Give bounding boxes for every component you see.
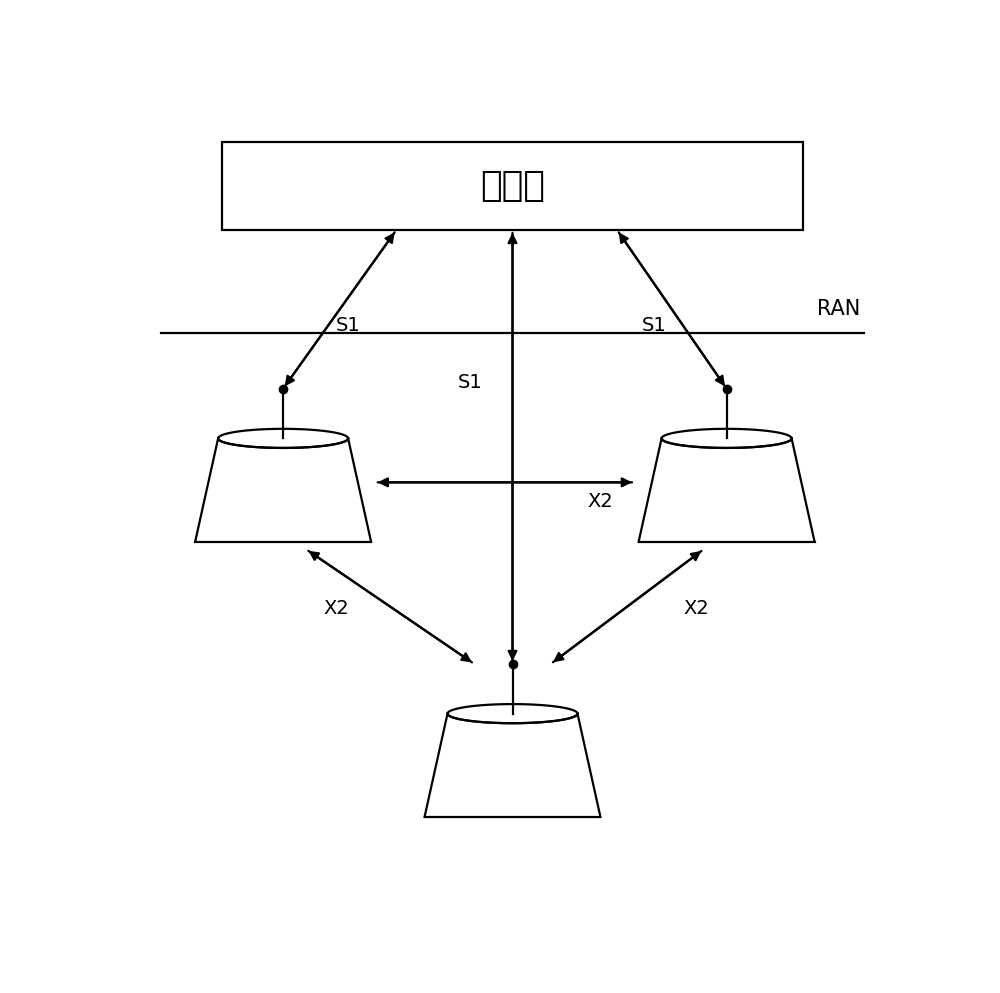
Text: X2: X2	[588, 492, 613, 511]
Text: X2: X2	[324, 599, 350, 618]
Text: S1: S1	[336, 316, 360, 335]
Text: S1: S1	[642, 316, 666, 335]
Bar	[222, 142, 803, 230]
Text: X2: X2	[683, 599, 709, 618]
Text: RAN: RAN	[817, 300, 860, 320]
Text: 核心网: 核心网	[480, 169, 545, 203]
Text: S1: S1	[458, 373, 483, 392]
